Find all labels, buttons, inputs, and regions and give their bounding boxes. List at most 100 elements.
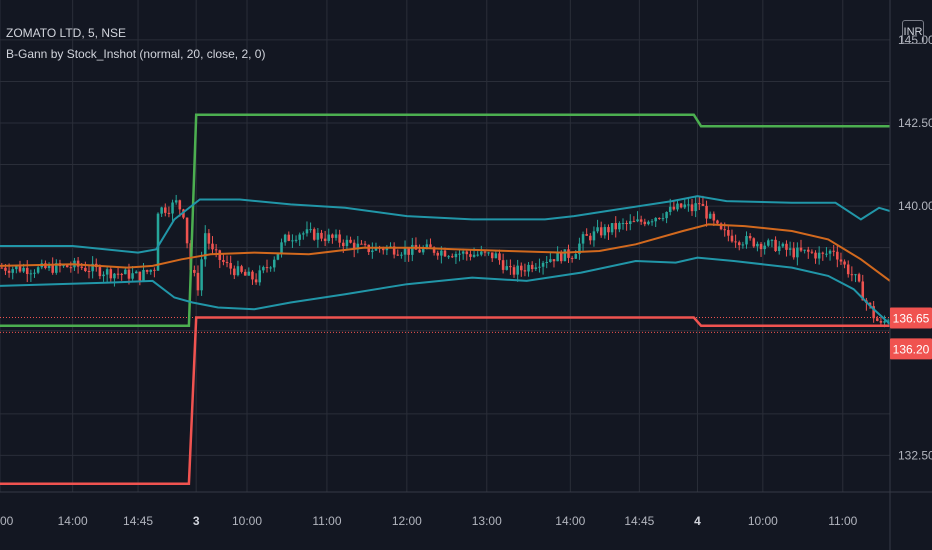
candle-body bbox=[331, 234, 334, 238]
bollinger-lower-line bbox=[0, 256, 891, 325]
candle-body bbox=[334, 234, 338, 238]
symbol-title[interactable]: ZOMATO LTD, 5, NSE bbox=[6, 26, 127, 40]
candle-body bbox=[603, 227, 607, 236]
candle-body bbox=[407, 248, 410, 255]
candle-body bbox=[251, 271, 254, 280]
candle-body bbox=[25, 267, 29, 275]
candle-body bbox=[687, 204, 690, 206]
candle-body bbox=[679, 203, 683, 208]
candle-body bbox=[523, 270, 527, 272]
x-tick-label: 13:00 bbox=[472, 514, 502, 528]
candle-body bbox=[229, 263, 232, 269]
candle-body bbox=[534, 267, 538, 270]
y-tick-label: 142.50 bbox=[898, 116, 932, 130]
candle-body bbox=[84, 267, 87, 272]
candle-body bbox=[258, 270, 262, 283]
candle-body bbox=[309, 229, 312, 231]
candle-body bbox=[668, 206, 672, 212]
candle-body bbox=[265, 267, 269, 269]
candle-body bbox=[516, 265, 519, 275]
candle-body bbox=[454, 253, 458, 258]
candle-body bbox=[109, 269, 113, 279]
candle-body bbox=[527, 264, 530, 272]
candle-body bbox=[203, 233, 207, 260]
indicator-legend[interactable]: B-Gann by Stock_Inshot (normal, 20, clos… bbox=[6, 47, 266, 61]
candle-body bbox=[291, 240, 294, 242]
candle-body bbox=[625, 223, 628, 225]
candle-body bbox=[821, 252, 825, 254]
candle-body bbox=[832, 250, 835, 252]
candle-body bbox=[323, 238, 327, 241]
candle-body bbox=[770, 239, 774, 241]
candle-body bbox=[298, 234, 301, 240]
candle-body bbox=[447, 256, 450, 258]
candle-body bbox=[886, 320, 890, 322]
candle-body bbox=[138, 271, 142, 281]
candle-body bbox=[487, 252, 490, 254]
candle-body bbox=[814, 252, 817, 259]
candle-body bbox=[243, 271, 247, 276]
candle-body bbox=[342, 242, 345, 247]
candle-body bbox=[233, 268, 236, 276]
candle-body bbox=[705, 205, 708, 219]
candle-body bbox=[120, 273, 123, 275]
candle-body bbox=[763, 245, 766, 250]
candle-body bbox=[352, 242, 356, 250]
candle-body bbox=[302, 233, 305, 235]
candle-body bbox=[80, 266, 84, 268]
candle-body bbox=[483, 251, 487, 253]
candle-body bbox=[589, 235, 592, 241]
candle-body bbox=[65, 265, 69, 268]
candle-body bbox=[628, 221, 632, 225]
candle-body bbox=[647, 221, 650, 225]
time-axis[interactable]: 00 14:00 14:45 3 10:00 11:00 12:00 13:00 14:00 14… bbox=[0, 491, 932, 528]
candle-body bbox=[476, 254, 479, 256]
candle-body bbox=[418, 249, 421, 253]
candle-body bbox=[574, 254, 578, 259]
candle-body bbox=[610, 223, 614, 233]
candle-body bbox=[411, 244, 414, 255]
candle-body bbox=[33, 272, 36, 274]
candle-body bbox=[443, 250, 447, 257]
candle-body bbox=[22, 267, 25, 272]
x-tick-label: 10:00 bbox=[748, 514, 778, 528]
candle-body bbox=[825, 253, 828, 255]
candle-body bbox=[501, 260, 505, 270]
candle-body bbox=[461, 251, 465, 254]
candle-body bbox=[294, 239, 298, 241]
x-tick-label: 14:00 bbox=[555, 514, 585, 528]
candle-body bbox=[156, 213, 160, 271]
currency-badge[interactable]: INR bbox=[902, 20, 924, 44]
candle-body bbox=[15, 266, 18, 270]
candle-body bbox=[276, 252, 280, 260]
candle-body bbox=[7, 270, 11, 273]
candle-body bbox=[701, 203, 705, 206]
x-tick-label: 14:00 bbox=[58, 514, 88, 528]
candle-body bbox=[676, 203, 679, 210]
upper-gann-line bbox=[0, 113, 890, 328]
candle-body bbox=[400, 254, 403, 256]
candle-body bbox=[403, 248, 407, 255]
candle-body bbox=[124, 269, 127, 275]
candle-body bbox=[639, 219, 643, 222]
candle-body bbox=[458, 253, 461, 255]
candle-body bbox=[559, 251, 563, 262]
candle-body bbox=[316, 232, 320, 240]
candle-body bbox=[450, 256, 454, 258]
candle-body bbox=[174, 200, 178, 203]
x-tick-label: 4 bbox=[694, 514, 701, 528]
candle-body bbox=[854, 274, 857, 276]
price-tag-background bbox=[890, 307, 932, 329]
candle-body bbox=[509, 266, 512, 268]
candle-body bbox=[585, 234, 588, 236]
candle-body bbox=[708, 213, 712, 219]
candle-body bbox=[618, 223, 621, 230]
candle-body bbox=[494, 253, 498, 259]
candle-body bbox=[374, 247, 378, 251]
candle-body bbox=[193, 269, 196, 273]
candle-body bbox=[18, 266, 22, 272]
candle-body bbox=[520, 265, 523, 271]
candle-body bbox=[105, 269, 109, 275]
